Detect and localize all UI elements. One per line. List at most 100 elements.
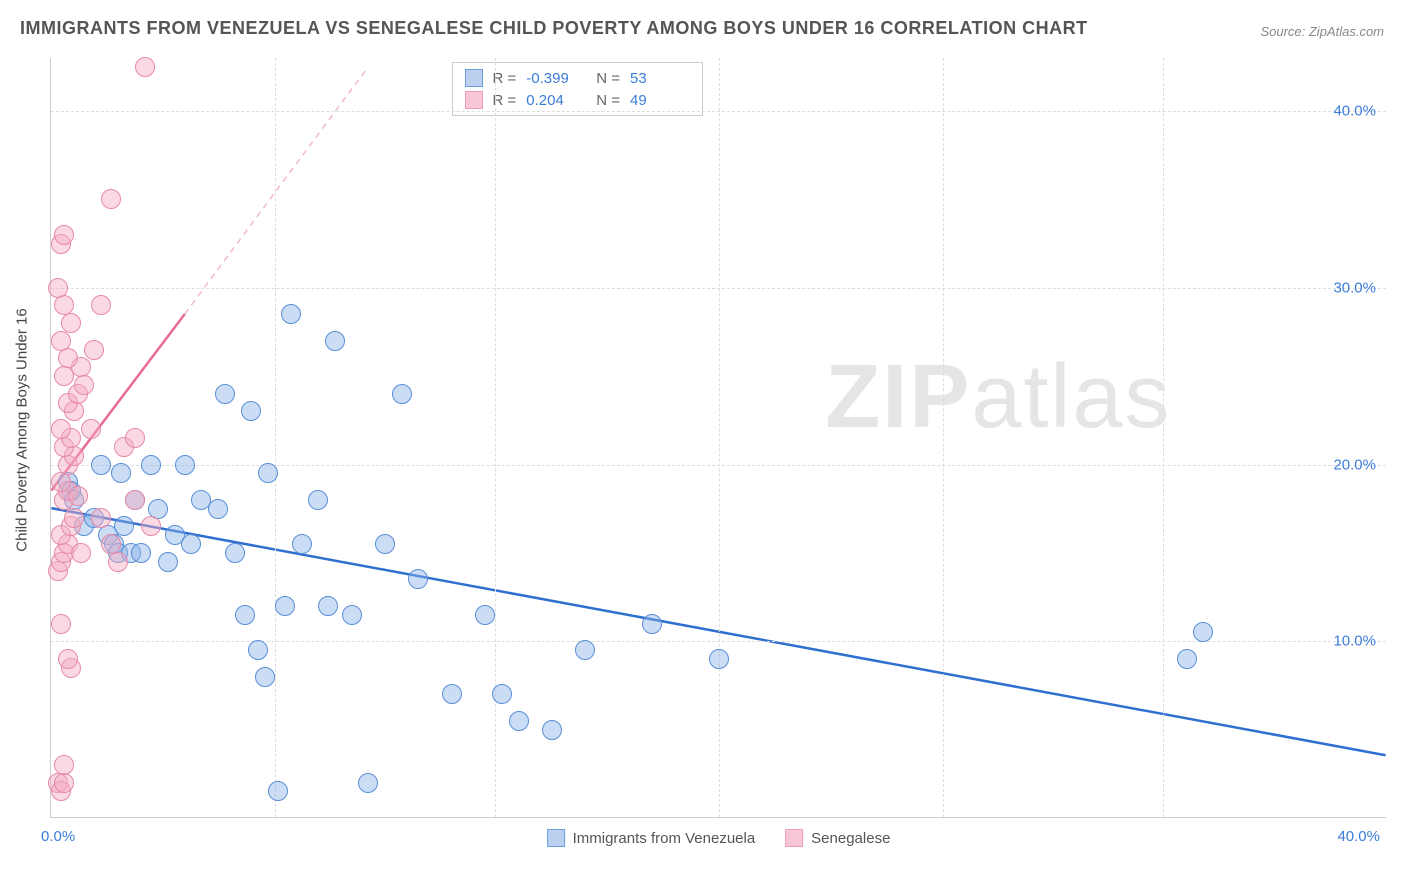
correlation-legend-row: R =-0.399N =53	[465, 69, 691, 87]
trend-line	[185, 67, 368, 314]
scatter-point	[108, 552, 128, 572]
scatter-point	[442, 684, 462, 704]
scatter-point	[181, 534, 201, 554]
scatter-point	[575, 640, 595, 660]
scatter-point	[158, 552, 178, 572]
scatter-point	[61, 313, 81, 333]
y-tick-label: 40.0%	[1333, 103, 1376, 120]
scatter-point	[54, 773, 74, 793]
series-legend: Immigrants from Venezuela Senegalese	[547, 829, 891, 847]
plot-area: ZIPatlas R =-0.399N =53R =0.204N =49 Imm…	[50, 58, 1386, 818]
legend-n-value: 53	[630, 70, 690, 87]
chart-title: IMMIGRANTS FROM VENEZUELA VS SENEGALESE …	[20, 18, 1088, 39]
scatter-point	[292, 534, 312, 554]
gridline-vertical	[1163, 58, 1164, 817]
scatter-point	[54, 755, 74, 775]
y-axis-label: Child Poverty Among Boys Under 16	[14, 308, 31, 551]
scatter-point	[84, 340, 104, 360]
scatter-point	[111, 463, 131, 483]
scatter-point	[225, 543, 245, 563]
scatter-point	[492, 684, 512, 704]
scatter-point	[318, 596, 338, 616]
series-legend-item: Immigrants from Venezuela	[547, 829, 756, 847]
scatter-point	[175, 455, 195, 475]
legend-r-value: -0.399	[526, 70, 586, 87]
scatter-point	[542, 720, 562, 740]
scatter-point	[241, 401, 261, 421]
scatter-point	[235, 605, 255, 625]
y-tick-label: 30.0%	[1333, 279, 1376, 296]
scatter-point	[709, 649, 729, 669]
scatter-point	[258, 463, 278, 483]
legend-n-label: N =	[596, 92, 620, 109]
scatter-point	[392, 384, 412, 404]
legend-swatch	[547, 829, 565, 847]
watermark-atlas: atlas	[971, 347, 1171, 447]
scatter-point	[125, 428, 145, 448]
watermark: ZIPatlas	[825, 346, 1171, 449]
scatter-point	[208, 499, 228, 519]
scatter-point	[248, 640, 268, 660]
series-legend-item: Senegalese	[785, 829, 890, 847]
watermark-zip: ZIP	[825, 347, 971, 447]
scatter-point	[141, 516, 161, 536]
scatter-point	[342, 605, 362, 625]
scatter-point	[125, 490, 145, 510]
gridline-vertical	[719, 58, 720, 817]
scatter-point	[268, 781, 288, 801]
scatter-point	[91, 455, 111, 475]
y-tick-label: 20.0%	[1333, 456, 1376, 473]
legend-swatch	[465, 91, 483, 109]
scatter-point	[54, 225, 74, 245]
x-tick-label: 0.0%	[41, 828, 75, 845]
scatter-point	[51, 614, 71, 634]
scatter-point	[255, 667, 275, 687]
legend-n-label: N =	[596, 70, 620, 87]
scatter-point	[48, 278, 68, 298]
scatter-point	[58, 348, 78, 368]
correlation-legend: R =-0.399N =53R =0.204N =49	[452, 62, 704, 116]
scatter-point	[141, 455, 161, 475]
legend-n-value: 49	[630, 92, 690, 109]
scatter-point	[68, 486, 88, 506]
scatter-point	[101, 189, 121, 209]
gridline-vertical	[943, 58, 944, 817]
scatter-point	[308, 490, 328, 510]
x-tick-label: 40.0%	[1337, 828, 1380, 845]
y-tick-label: 10.0%	[1333, 633, 1376, 650]
gridline-vertical	[495, 58, 496, 817]
scatter-point	[375, 534, 395, 554]
scatter-point	[114, 516, 134, 536]
scatter-point	[74, 375, 94, 395]
scatter-point	[281, 304, 301, 324]
series-legend-label: Senegalese	[811, 830, 890, 847]
scatter-point	[71, 543, 91, 563]
scatter-point	[58, 649, 78, 669]
scatter-point	[64, 508, 84, 528]
scatter-point	[135, 57, 155, 77]
scatter-point	[1193, 622, 1213, 642]
source-attribution: Source: ZipAtlas.com	[1260, 24, 1384, 39]
scatter-point	[51, 472, 71, 492]
legend-swatch	[465, 69, 483, 87]
scatter-point	[54, 295, 74, 315]
scatter-point	[81, 419, 101, 439]
gridline-vertical	[275, 58, 276, 817]
scatter-point	[51, 331, 71, 351]
scatter-point	[51, 419, 71, 439]
legend-r-value: 0.204	[526, 92, 586, 109]
legend-swatch	[785, 829, 803, 847]
scatter-point	[275, 596, 295, 616]
scatter-point	[131, 543, 151, 563]
scatter-point	[215, 384, 235, 404]
scatter-point	[509, 711, 529, 731]
scatter-point	[1177, 649, 1197, 669]
scatter-point	[358, 773, 378, 793]
scatter-point	[91, 508, 111, 528]
series-legend-label: Immigrants from Venezuela	[573, 830, 756, 847]
scatter-point	[325, 331, 345, 351]
correlation-legend-row: R =0.204N =49	[465, 91, 691, 109]
scatter-point	[408, 569, 428, 589]
scatter-point	[642, 614, 662, 634]
scatter-point	[91, 295, 111, 315]
